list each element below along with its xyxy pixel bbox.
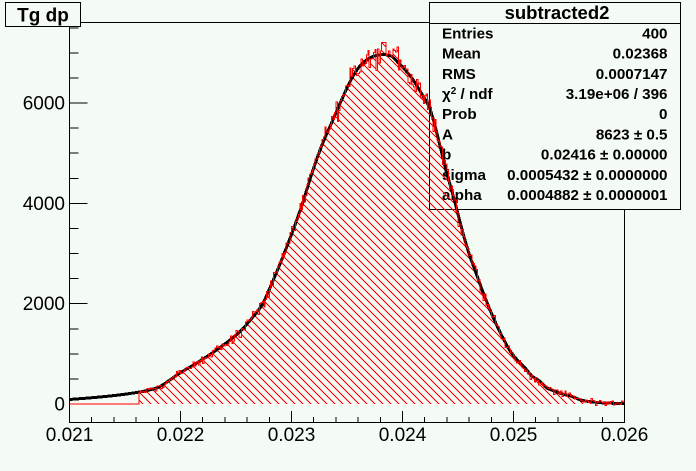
svg-text:b: b	[442, 147, 451, 164]
svg-text:χ2 / ndf: χ2 / ndf	[442, 86, 494, 103]
svg-text:0.022: 0.022	[157, 425, 205, 446]
svg-text:0: 0	[659, 106, 667, 123]
svg-text:0.021: 0.021	[46, 425, 94, 446]
svg-text:0.0007147: 0.0007147	[596, 66, 668, 83]
svg-text:2000: 2000	[23, 294, 65, 315]
svg-text:0.02368: 0.02368	[613, 46, 668, 63]
svg-text:Tg dp: Tg dp	[17, 5, 69, 26]
svg-text:0.026: 0.026	[601, 425, 649, 446]
svg-text:6000: 6000	[23, 94, 65, 115]
svg-text:Entries: Entries	[442, 25, 494, 42]
svg-text:0.0004882 ± 0.0000001: 0.0004882 ± 0.0000001	[507, 187, 668, 204]
svg-text:Prob: Prob	[442, 106, 477, 123]
svg-text:subtracted2: subtracted2	[505, 2, 610, 23]
svg-text:400: 400	[642, 25, 667, 42]
svg-text:Mean: Mean	[442, 46, 481, 63]
svg-text:0.025: 0.025	[490, 425, 538, 446]
svg-text:RMS: RMS	[442, 66, 476, 83]
svg-text:0.024: 0.024	[379, 425, 427, 446]
svg-text:8623 ± 0.5: 8623 ± 0.5	[596, 126, 668, 143]
svg-text:4000: 4000	[23, 194, 65, 215]
svg-text:0.02416 ± 0.00000: 0.02416 ± 0.00000	[541, 147, 668, 164]
svg-text:A: A	[442, 126, 453, 143]
svg-text:0.0005432 ± 0.0000000: 0.0005432 ± 0.0000000	[507, 167, 667, 184]
svg-text:0: 0	[54, 395, 65, 416]
svg-text:0.023: 0.023	[268, 425, 316, 446]
svg-text:sigma: sigma	[442, 167, 486, 184]
svg-text:3.19e+06 / 396: 3.19e+06 / 396	[566, 86, 668, 103]
